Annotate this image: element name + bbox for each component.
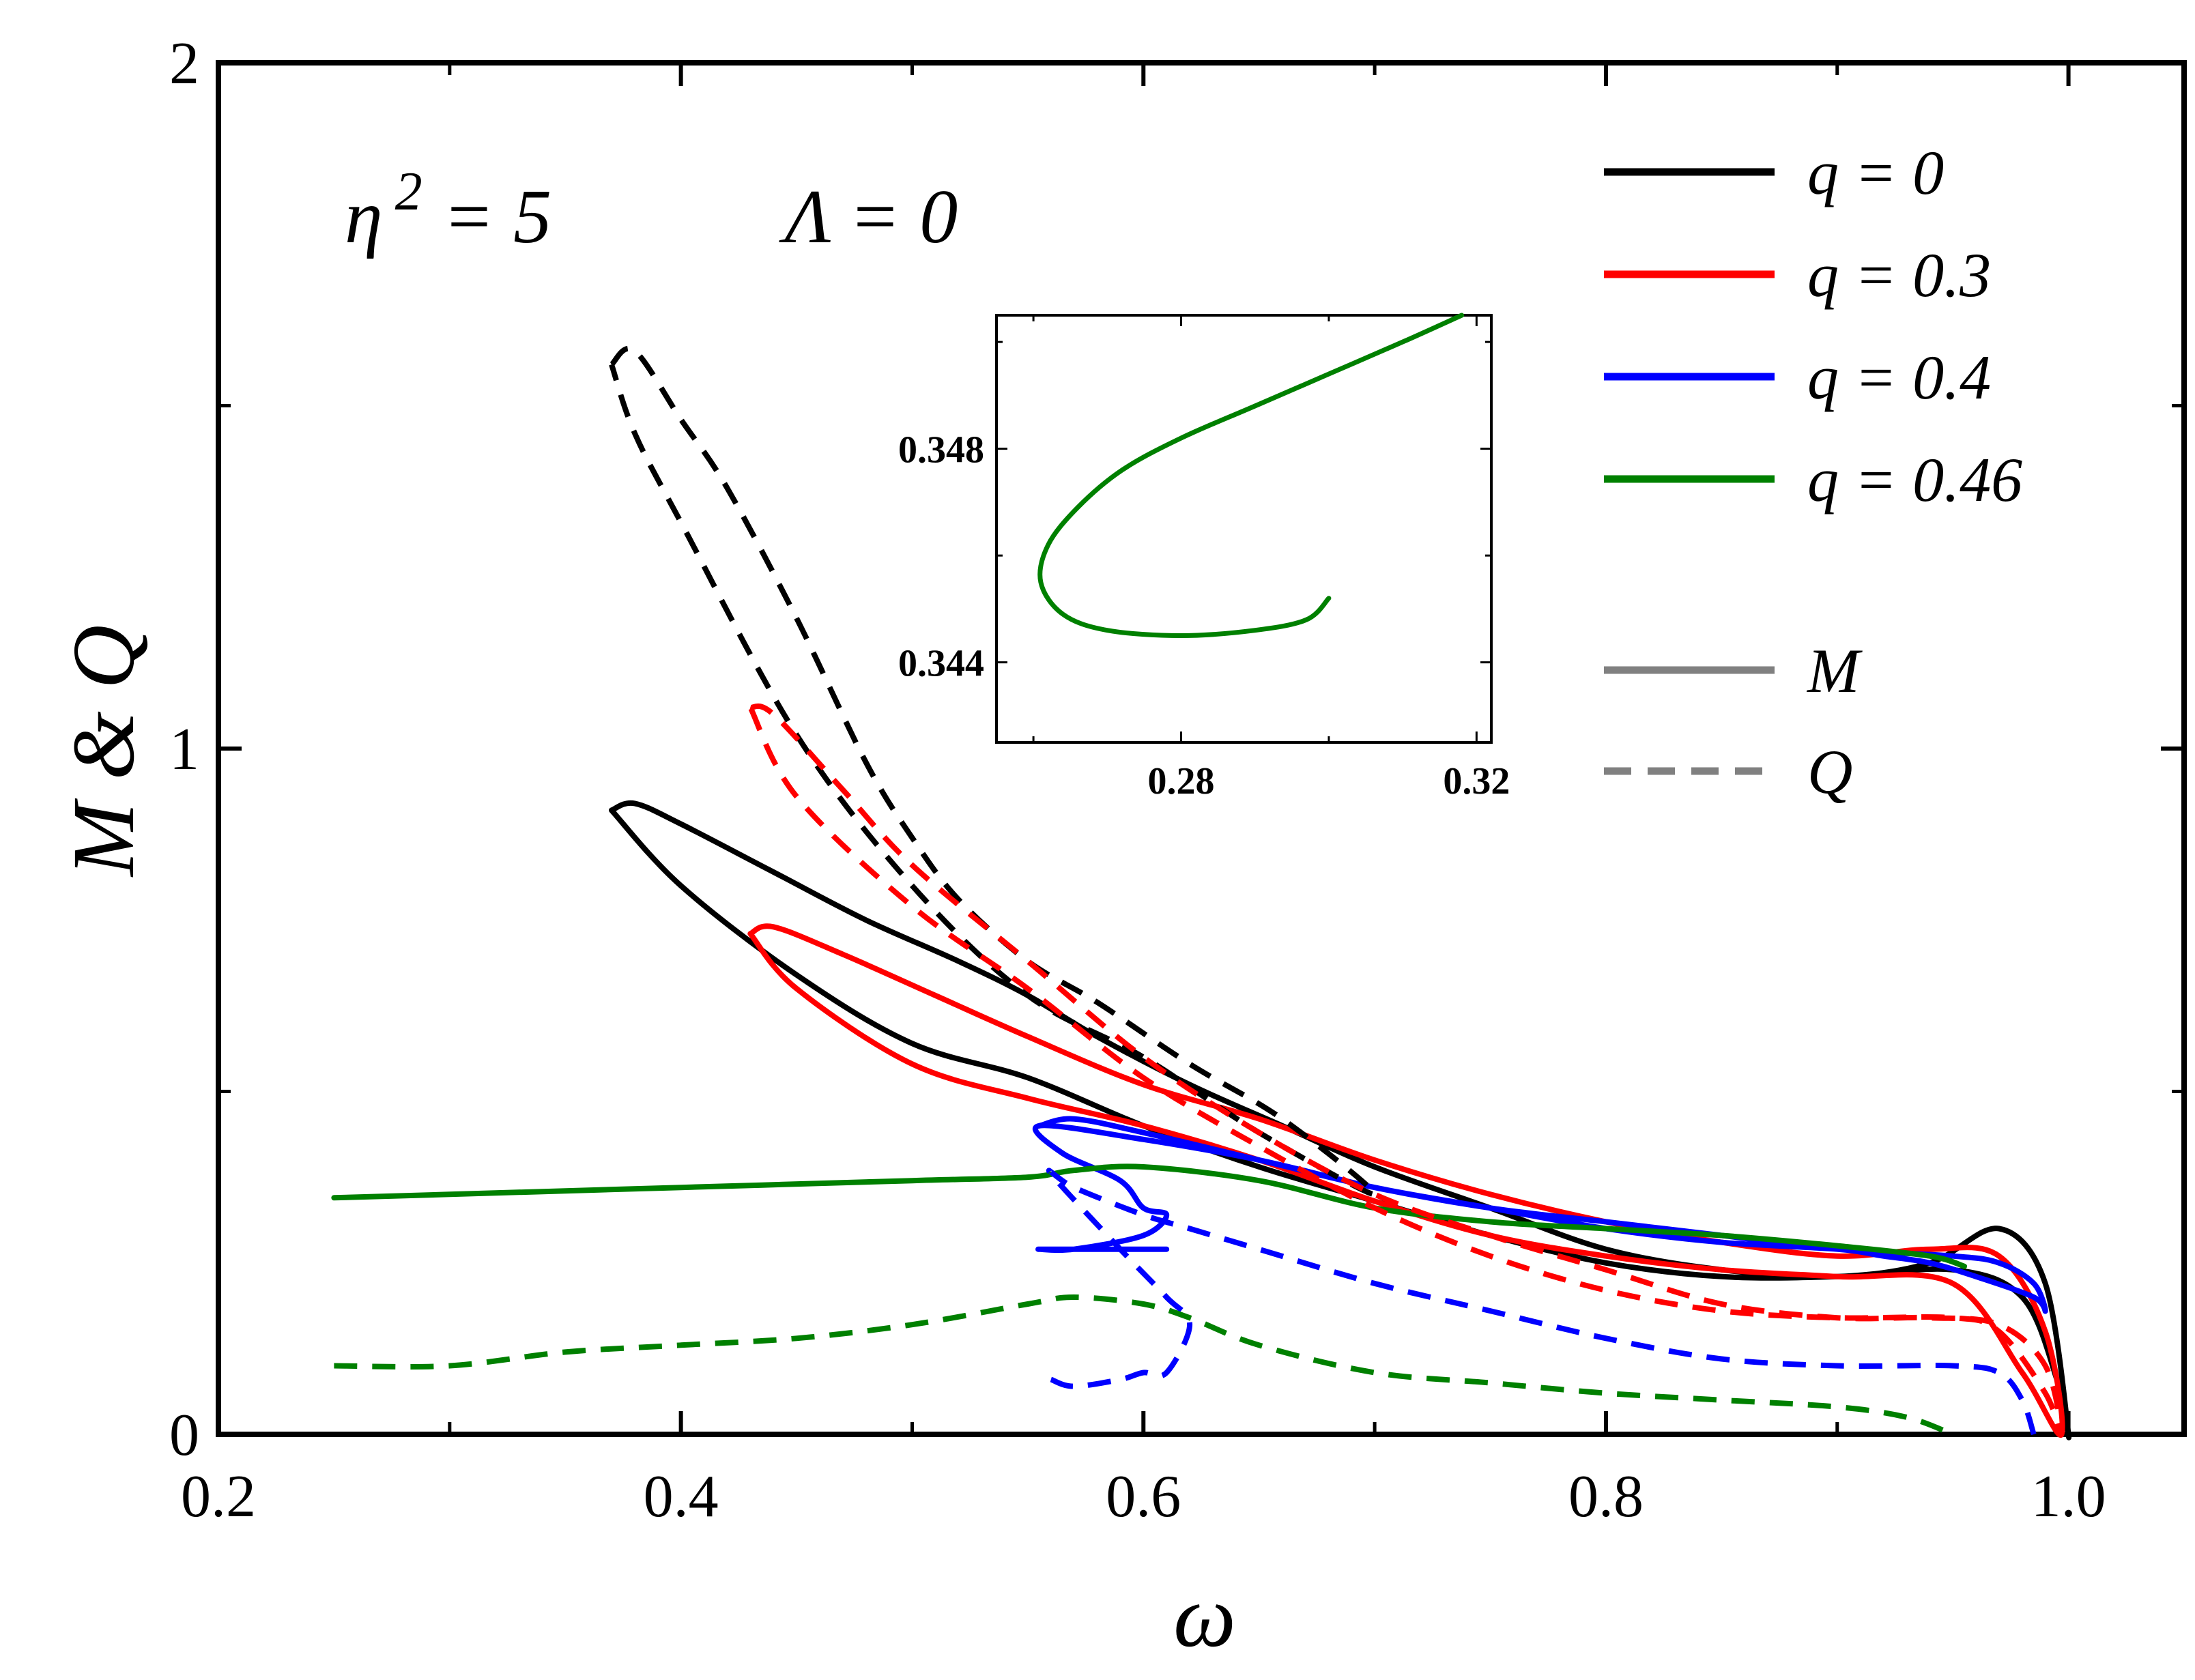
x-tick-label: 0.2 bbox=[181, 1464, 256, 1530]
y-tick-label: 0 bbox=[169, 1402, 199, 1468]
legend-label: q = 0.4 bbox=[1807, 343, 1991, 412]
legend-label: q = 0.3 bbox=[1807, 240, 1991, 310]
x-tick-label: 0.8 bbox=[1568, 1464, 1644, 1530]
lambda-value: Λ = 0 bbox=[779, 175, 958, 259]
series-line-q-q-0-3 bbox=[747, 703, 2065, 1438]
x-tick-label: 1.0 bbox=[2031, 1464, 2106, 1530]
inset-x-tick-label: 0.32 bbox=[1443, 760, 1510, 802]
inset-y-tick-label: 0.348 bbox=[898, 429, 984, 472]
series-group bbox=[331, 345, 2072, 1440]
series-line-m-q-0 bbox=[609, 800, 2072, 1440]
inset-series-line bbox=[1037, 313, 1465, 639]
parameter-annotation: η 2 = 5 Λ = 0 bbox=[345, 162, 958, 259]
y-tick-label: 1 bbox=[169, 716, 199, 783]
series-line-q-q-0-4 bbox=[1046, 1168, 2037, 1436]
x-tick-label: 0.4 bbox=[644, 1464, 719, 1530]
y-tick-label: 2 bbox=[169, 31, 199, 97]
x-tick-label: 0.6 bbox=[1106, 1464, 1181, 1530]
series-line-m-q-0-4 bbox=[1032, 1116, 2048, 1314]
axis-ticks: 0.2 0.4 0.6 0.8 1.0 0 1 2 bbox=[169, 31, 2184, 1530]
legend-label: Q bbox=[1807, 737, 1852, 807]
eta-value: = 5 bbox=[443, 175, 552, 259]
legend-label: q = 0 bbox=[1807, 138, 1944, 207]
legend-label: M bbox=[1806, 636, 1863, 706]
inset-frame bbox=[995, 314, 1493, 744]
eta-symbol: η bbox=[345, 175, 383, 259]
series-line-m-q-0-46 bbox=[331, 1163, 1968, 1269]
y-axis-label: M & Q bbox=[55, 625, 153, 878]
inset-x-tick-label: 0.28 bbox=[1148, 760, 1215, 802]
series-line-q-q-0 bbox=[609, 345, 1378, 1198]
legend: q = 0 q = 0.3 q = 0.4 q = 0.46 MQ bbox=[1604, 138, 2022, 807]
svg-text:η2= 5: η 2 = 5 bbox=[345, 162, 551, 259]
eta-superscript: 2 bbox=[395, 162, 422, 222]
legend-label: q = 0.46 bbox=[1807, 445, 2022, 515]
inset-chart: 0.28 0.32 0.344 0.348 bbox=[898, 313, 1510, 802]
x-axis-label: ω bbox=[1173, 1567, 1236, 1666]
series-line-m-q-0-3 bbox=[747, 923, 2065, 1438]
inset-y-tick-label: 0.344 bbox=[898, 643, 984, 685]
